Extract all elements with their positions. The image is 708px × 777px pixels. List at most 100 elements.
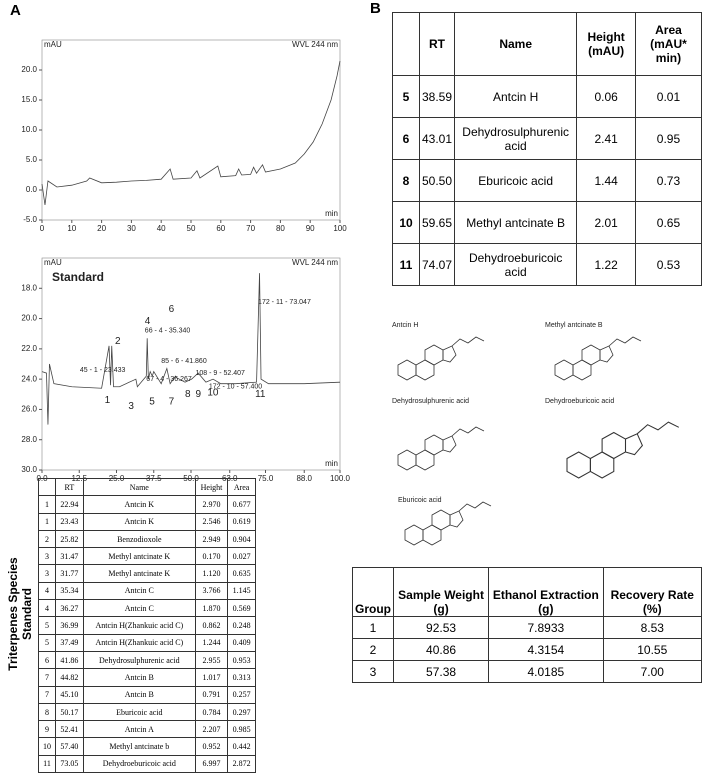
cell: Name <box>454 12 578 76</box>
x-tick-label: 70 <box>246 224 255 233</box>
cell: 0.791 <box>194 685 229 704</box>
cell: 0.952 <box>194 737 229 756</box>
standard-table: RT Name Height Area 1 22.94 Antcin K 2.970 0.677… <box>38 477 256 774</box>
row: 10 59.65 Methyl antcinate B 2.01 0.65 <box>392 201 703 244</box>
cell: 52.41 <box>55 720 84 739</box>
panel-label: B <box>370 0 381 17</box>
structure-label: Dehydroeburicoic acid <box>545 398 615 405</box>
cell: 0.95 <box>634 117 703 160</box>
structure-label: Dehydrosulphurenic acid <box>392 398 470 405</box>
row: 5 38.59 Antcin H 0.06 0.01 <box>392 75 703 118</box>
y-tick-label: 28.0 <box>21 435 37 444</box>
subtitle: WVL 244 nm <box>292 40 338 49</box>
peak-annotation: 108 - 9 - 52.407 <box>195 370 245 377</box>
cell: 45.10 <box>55 685 84 704</box>
row: 2 25.82 Benzodioxole 2.949 0.904 <box>38 529 256 549</box>
cell: 59.65 <box>418 201 456 244</box>
peak-annotation: 85 - 6 - 41.860 <box>161 358 207 365</box>
structures <box>397 336 680 546</box>
row: 3 57.38 4.0185 7.00 <box>352 660 703 683</box>
cell: Area <box>227 477 256 497</box>
cell: 3 <box>38 564 56 583</box>
cell: 0.313 <box>227 668 256 687</box>
cell: 0.635 <box>227 564 256 583</box>
peak-annotation: 1 <box>105 395 111 406</box>
cell: 2.955 <box>194 650 229 670</box>
cell: 6 <box>38 650 56 670</box>
peak-annotation: 66 - 4 - 35.340 <box>145 328 191 335</box>
row: 10 57.40 Methyl antcinate b 0.952 0.442 <box>38 737 256 756</box>
row: 7 44.82 Antcin B 1.017 0.313 <box>38 668 256 687</box>
cell: Dehydrosulphurenic acid <box>454 117 578 160</box>
cell: 0.73 <box>634 159 703 202</box>
chromatogram: -5.0 0.0 5.0 10.0 15.0 20.0 0 10 20 30 40 50 60 70 80 9… <box>21 39 347 233</box>
cell: Ethanol Extraction (g) <box>488 567 604 617</box>
cell: 4 <box>38 599 56 618</box>
row: Group Sample Weight (g) Ethanol Extraction… <box>352 567 703 617</box>
row: 9 52.41 Antcin A 2.207 0.985 <box>38 720 256 739</box>
cell: Antcin A <box>82 720 196 739</box>
cell: 73.05 <box>55 754 84 774</box>
cell: 0.442 <box>227 737 256 756</box>
cell: 4.3154 <box>488 638 604 661</box>
cell: 1.145 <box>227 581 256 601</box>
cell: RT <box>55 477 84 497</box>
cell: Methyl antcinate b <box>82 737 196 756</box>
x-tick-label: 10 <box>67 224 76 233</box>
cell: 0.904 <box>227 529 256 549</box>
side-label: Triterpenes Species Standard <box>6 557 34 671</box>
row: 6 43.01 Dehydrosulphurenic acid 2.41 0.95 <box>392 117 703 160</box>
cell: 22.94 <box>55 495 84 514</box>
row: 8 50.17 Eburicoic acid 0.784 0.297 <box>38 702 256 722</box>
cell: 1.22 <box>576 243 636 286</box>
row: 1 23.43 Antcin K 2.546 0.619 <box>38 512 256 531</box>
cell: 4 <box>38 581 56 601</box>
cell: Antcin K <box>82 495 196 514</box>
cell: 5 <box>392 75 420 118</box>
row: 1 22.94 Antcin K 2.970 0.677 <box>38 495 256 514</box>
cell: 0.027 <box>227 547 256 566</box>
peak-annotation: 172 - 10 - 57.400 <box>209 384 262 391</box>
cell: Methyl antcinate B <box>454 201 578 244</box>
cell: 35.34 <box>55 581 84 601</box>
cell: 92.53 <box>392 616 490 639</box>
x-tick-label: 30 <box>127 224 136 233</box>
cell: 23.43 <box>55 512 84 531</box>
cell: 2.970 <box>194 495 229 514</box>
chromatogram: 18.020.022.024.026.028.030.00.0 12.5 25.0 3… <box>21 257 350 483</box>
cell: 0.53 <box>634 243 703 286</box>
x-axis-label: min <box>325 209 338 218</box>
cell: Methyl antcinate K <box>82 547 196 566</box>
x-tick-label: 75.0 <box>258 474 274 483</box>
cell: 0.65 <box>634 201 703 244</box>
cell: 2.546 <box>194 512 229 531</box>
cell: 0.953 <box>227 650 256 670</box>
cell: 0.409 <box>227 633 256 652</box>
cell: 0.257 <box>227 685 256 704</box>
x-tick-label: 80 <box>276 224 285 233</box>
cell: 40.86 <box>392 638 490 661</box>
cell: 1.244 <box>194 633 229 652</box>
y-tick-label: 30.0 <box>21 465 37 474</box>
cell: 57.38 <box>392 660 490 683</box>
row: 3 31.77 Methyl antcinate K 1.120 0.635 <box>38 564 256 583</box>
cell: Height <box>194 477 229 497</box>
cell: 44.82 <box>55 668 84 687</box>
cell: Antcin H(Zhankuic acid C) <box>82 616 196 635</box>
cell: 1 <box>352 616 394 639</box>
cell: 10 <box>38 737 56 756</box>
cell: 50.50 <box>418 159 456 202</box>
cell: Antcin K <box>82 512 196 531</box>
cell: 2 <box>352 638 394 661</box>
peak-annotation: 6 <box>169 304 175 315</box>
row: 11 74.07 Dehydroeburicoic acid 1.22 0.53 <box>392 243 703 286</box>
cell: 50.17 <box>55 702 84 722</box>
subtitle: WVL 244 nm <box>292 258 338 267</box>
cell: Dehydrosulphurenic acid <box>82 650 196 670</box>
recovery-table: Group Sample Weight (g) Ethanol Extraction… <box>352 567 703 683</box>
y-tick-label: 26.0 <box>21 405 37 414</box>
row: 11 73.05 Dehydroeburicoic acid 6.997 2.872 <box>38 754 256 774</box>
cell: Antcin C <box>82 599 196 618</box>
trace <box>41 60 341 206</box>
chart-title: Standard <box>52 270 104 284</box>
